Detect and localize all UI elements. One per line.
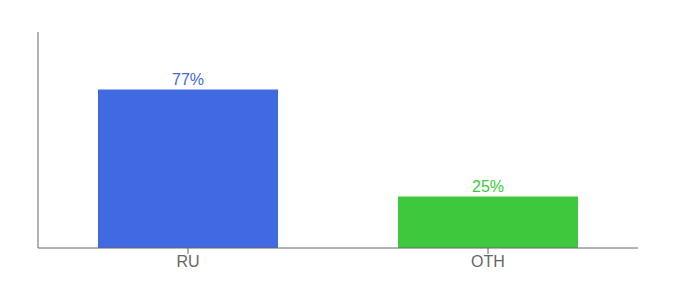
svg-text:25%: 25% xyxy=(472,178,504,195)
svg-text:RU: RU xyxy=(176,253,199,270)
svg-text:OTH: OTH xyxy=(471,253,505,270)
svg-text:77%: 77% xyxy=(172,71,204,88)
